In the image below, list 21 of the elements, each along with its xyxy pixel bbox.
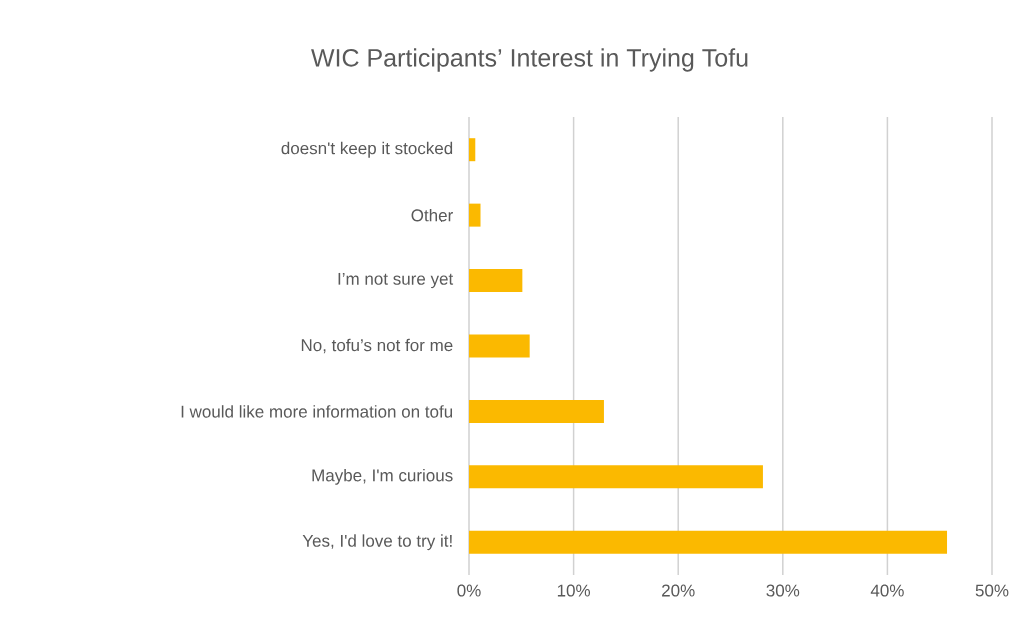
y-tick-label: No, tofu’s not for me <box>301 338 453 354</box>
bar <box>469 530 948 554</box>
bar <box>469 203 481 227</box>
y-tick-label: doesn't keep it stocked <box>281 141 453 158</box>
bar <box>469 465 763 489</box>
y-tick-label: I’m not sure yet <box>338 272 454 289</box>
bar <box>469 334 530 358</box>
bar <box>469 269 523 293</box>
x-tick-label: 30% <box>766 584 800 597</box>
x-tick-label: 40% <box>870 584 904 597</box>
y-tick-label: Yes, I'd love to try it! <box>302 534 452 551</box>
y-tick-label: Other <box>411 208 453 222</box>
x-tick-label: 0% <box>457 584 481 597</box>
x-tick-label: 50% <box>975 584 1009 597</box>
y-tick-label: I would like more information on tofu <box>181 405 453 418</box>
y-tick-label: Maybe, I'm curious <box>312 468 453 485</box>
bar <box>469 399 604 423</box>
x-tick-label: 20% <box>662 584 695 597</box>
x-tick-label: 10% <box>557 584 591 597</box>
bar <box>469 138 476 162</box>
chart-title: WIC Participants’ Interest in Trying Tofu <box>311 48 748 72</box>
